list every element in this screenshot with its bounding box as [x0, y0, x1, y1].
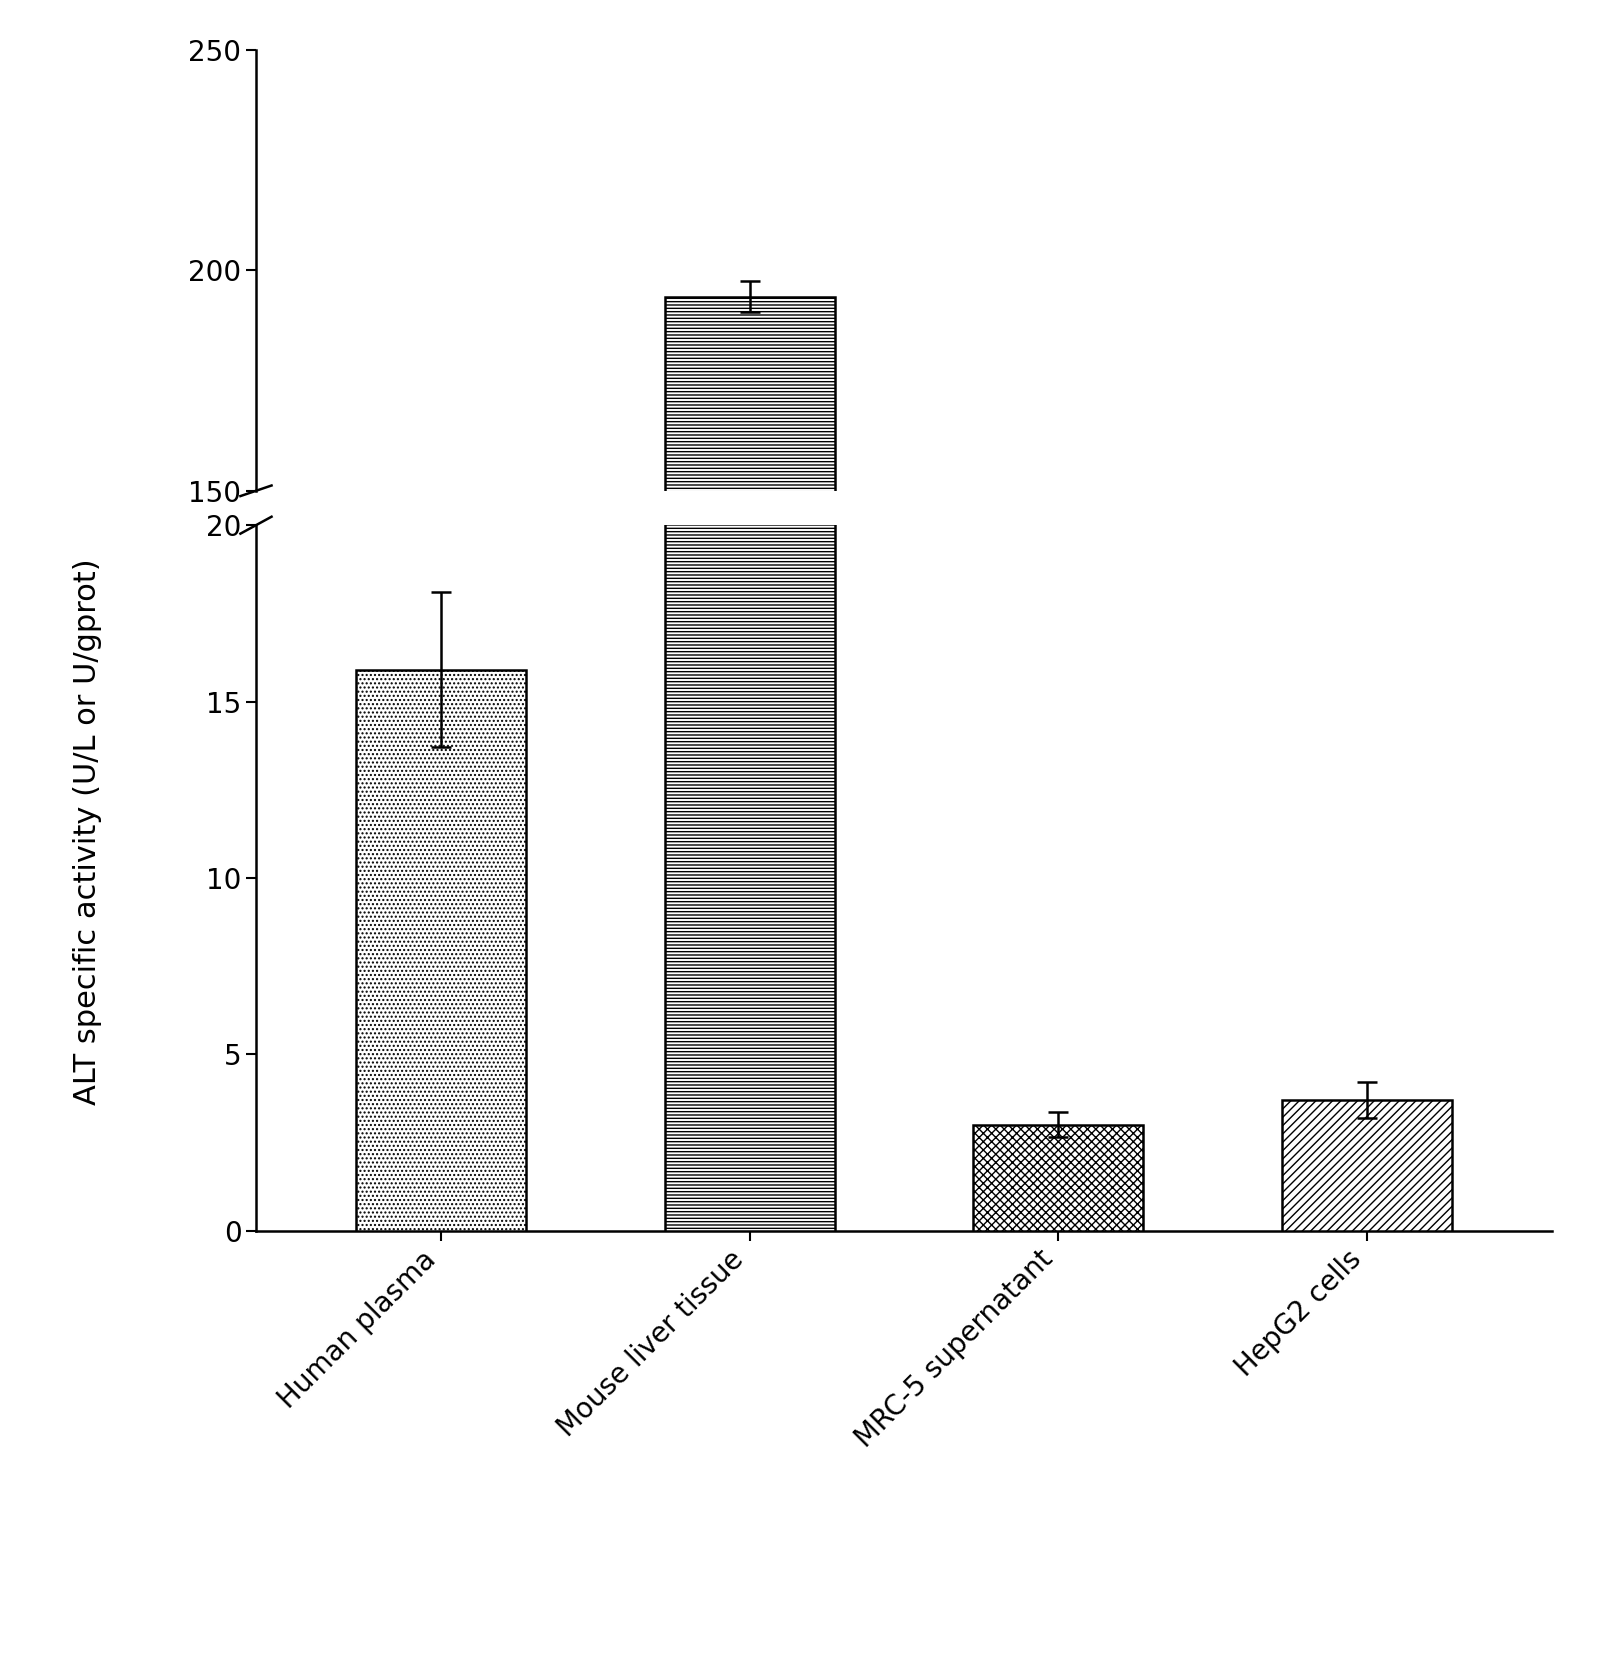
Bar — [1282, 1136, 1451, 1152]
Bar — [357, 1083, 526, 1152]
Bar — [357, 670, 526, 1231]
Bar — [666, 296, 835, 1152]
Bar — [666, 0, 835, 1231]
Bar — [973, 1124, 1142, 1231]
Bar — [1282, 1101, 1451, 1231]
Text: ALT specific activity (U/L or U/gprot): ALT specific activity (U/L or U/gprot) — [74, 559, 102, 1104]
Bar — [973, 1139, 1142, 1152]
